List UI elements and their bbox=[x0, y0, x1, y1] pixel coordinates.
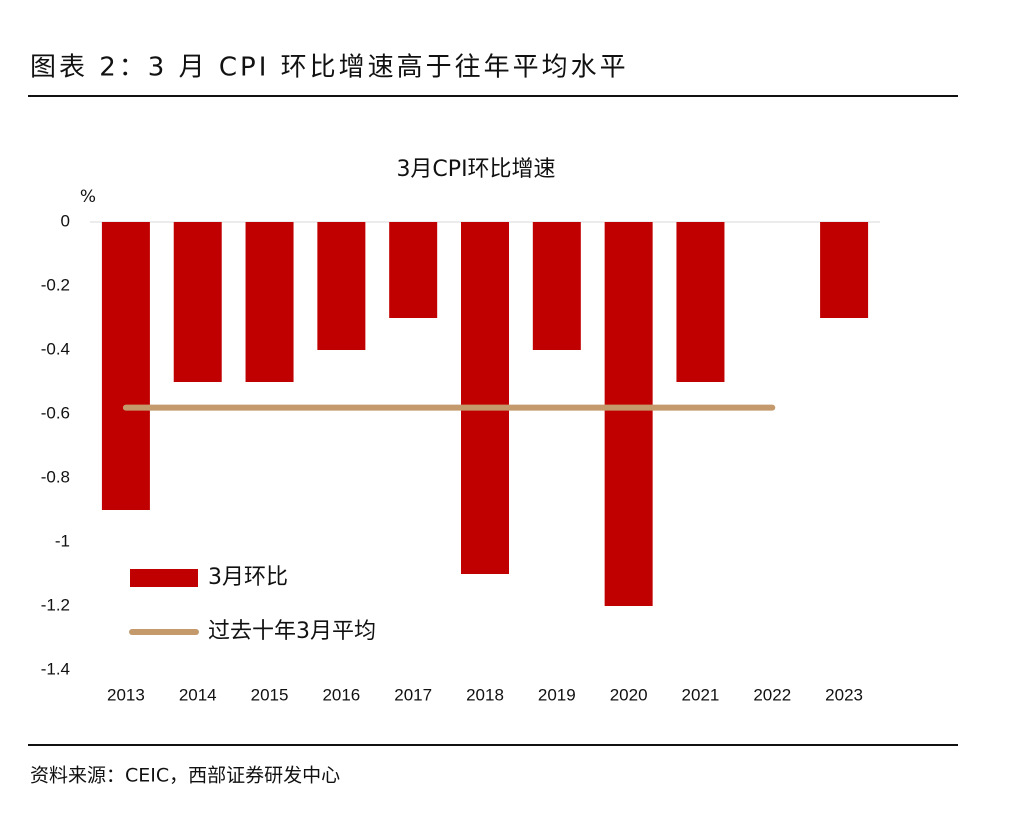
y-tick-label: -0.2 bbox=[41, 275, 70, 294]
y-tick-label: -0.4 bbox=[41, 339, 70, 358]
bar bbox=[532, 222, 581, 350]
chart-title: 3月CPI环比增速 bbox=[396, 157, 555, 182]
x-tick-label: 2015 bbox=[251, 685, 289, 704]
x-tick-label: 2020 bbox=[610, 685, 648, 704]
x-tick-label: 2019 bbox=[538, 685, 576, 704]
x-tick-label: 2021 bbox=[682, 685, 720, 704]
legend-label: 3月环比 bbox=[208, 565, 288, 590]
x-tick-label: 2017 bbox=[394, 685, 432, 704]
legend-swatch bbox=[130, 569, 198, 587]
source: 资料来源：CEIC，西部证券研发中心 bbox=[30, 765, 340, 787]
x-tick-label: 2018 bbox=[466, 685, 504, 704]
bar bbox=[317, 222, 366, 350]
y-tick-label: -1.4 bbox=[41, 659, 70, 678]
y-axis-label: % bbox=[80, 187, 96, 207]
y-tick-label: -1 bbox=[55, 531, 70, 550]
bar bbox=[676, 222, 725, 382]
bar bbox=[389, 222, 438, 318]
bar bbox=[173, 222, 222, 382]
bar bbox=[604, 222, 653, 606]
y-tick-label: 0 bbox=[61, 211, 70, 230]
y-tick-label: -0.6 bbox=[41, 403, 70, 422]
legend-label: 过去十年3月平均 bbox=[208, 619, 376, 644]
bar bbox=[245, 222, 294, 382]
y-tick-label: -0.8 bbox=[41, 467, 70, 486]
x-tick-label: 2013 bbox=[107, 685, 145, 704]
y-tick-label: -1.2 bbox=[41, 595, 70, 614]
page-title: 图表 2：3 月 CPI 环比增速高于往年平均水平 bbox=[30, 53, 629, 83]
bar bbox=[820, 222, 869, 318]
x-tick-label: 2023 bbox=[825, 685, 863, 704]
x-tick-label: 2016 bbox=[322, 685, 360, 704]
x-tick-label: 2022 bbox=[753, 685, 791, 704]
bar bbox=[101, 222, 150, 510]
x-tick-label: 2014 bbox=[179, 685, 217, 704]
bar bbox=[461, 222, 509, 574]
